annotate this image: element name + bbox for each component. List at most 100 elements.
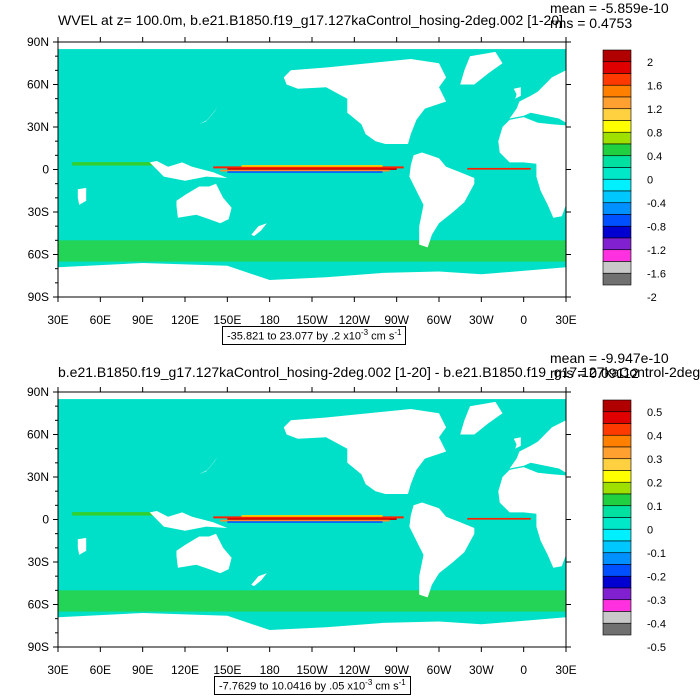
x-tick-label: 90W [384,313,409,327]
upwelling-band [213,516,404,519]
colorbar-box [602,108,632,121]
colorbar-label: 2 [647,57,653,69]
range-units-exponent: -1 [398,678,406,687]
x-tick-label: 150W [296,663,328,677]
colorbar-box [602,575,632,589]
y-tick-label: 30N [27,120,49,134]
y-tick-label: 60S [28,598,49,612]
x-tick-label: 30W [469,663,494,677]
panel-title: WVEL at z= 100.0m, b.e21.B1850.f19_g17.1… [58,12,564,28]
new-zealand-land [251,223,267,237]
colorbar-box [602,143,632,157]
colorbar-label: 0.2 [647,477,662,489]
australia-land [176,533,232,574]
colorbar-box [602,202,632,215]
y-tick-label: 30N [27,470,49,484]
colorbar-box [602,552,632,565]
madagascar-land [77,537,87,555]
southern-ocean-band [58,240,566,262]
x-tick-label: 60E [90,313,111,327]
range-units: cm s [372,680,399,693]
colorbar-box [602,470,632,483]
range-units: cm s [368,330,395,343]
range-exponent: -3 [360,328,369,337]
arctic-no-data [58,392,566,400]
greenland-land [460,401,503,435]
x-tick-label: 90E [132,313,153,327]
contour-range-label: -7.7629 to 10.0416 by .05 x10-3 cm s-1 [214,676,411,695]
colorbar-label: -0.3 [647,595,666,607]
colorbar-box [602,131,632,145]
rms-stat: rms = 0.09112 [550,365,639,381]
x-tick-label: 180 [260,663,280,677]
x-tick-label: 60E [90,663,111,677]
colorbar-box [602,120,632,133]
x-tick-label: 90W [384,663,409,677]
colorbar-box [602,167,632,180]
colorbar-box [602,225,632,239]
uk-land [513,87,521,99]
colorbar-label: 0 [647,524,653,536]
colorbar-box [602,611,632,624]
x-tick-label: 30E [555,313,576,327]
colorbar-box [602,249,632,262]
colorbar-box [602,84,632,98]
upwelling-band [227,517,397,520]
colorbar-box [602,411,632,424]
colorbar-box [602,96,632,110]
colorbar-box [602,517,632,530]
stats-block: mean = -5.859e-10 rms = 0.4753 [550,1,669,31]
arctic-no-data [58,42,566,50]
upwelling-band [72,162,157,166]
upwelling-band [227,521,383,523]
colorbar-label: 0.3 [647,454,662,466]
upwelling-band [241,515,383,517]
colorbar-label: 0.8 [647,127,662,139]
x-tick-label: 150E [213,663,241,677]
x-tick-label: 30E [47,663,68,677]
x-tick-label: 120E [171,663,199,677]
colorbar-box [602,458,632,471]
range-text: -35.821 to 23.077 by .2 x10 [227,330,361,343]
colorbar-box [602,261,632,274]
colorbar-box [602,399,632,413]
colorbar-box [602,481,632,495]
colorbar-box [602,423,632,436]
south-america-land [409,502,475,598]
map-plot: 90N 60N 30N 0 30S 60S 90S 30E 60E 90E 120E 150E 180 1… [26,35,666,327]
x-tick-label: 150E [213,313,241,327]
y-tick-label: 90N [27,35,49,49]
colorbar-box [602,214,632,227]
australia-land [176,183,232,224]
x-tick-label: 150W [296,313,328,327]
colorbar-box [602,73,632,86]
upwelling-band [220,519,390,522]
x-tick-label: 30E [47,313,68,327]
x-tick-label: 60W [427,663,452,677]
colorbar-label: 0 [647,174,653,186]
upwelling-band [72,512,157,516]
y-tick-label: 30S [28,205,49,219]
colorbar-box [602,505,632,518]
colorbar-box [602,564,632,577]
colorbar-label: 0.4 [647,430,662,442]
map-plot: 90N 60N 30N 0 30S 60S 90S 30E 60E 90E 120E 150E 180 1… [27,385,700,677]
colorbar-label: -1.6 [647,268,666,280]
antarctica-land [58,263,566,297]
colorbar-box [602,178,632,192]
antarctica-land [58,613,566,647]
colorbar-label: -0.5 [647,642,666,654]
greenland-land [460,51,503,85]
colorbar-box [602,190,632,204]
x-tick-label: 180 [260,313,280,327]
colorbar-label: -0.4 [647,198,666,210]
africa-land [498,117,596,218]
range-exponent: -3 [365,678,373,687]
colorbar-box [602,61,632,74]
colorbar-label: -0.2 [647,571,666,583]
new-zealand-land [251,573,267,587]
uk-land [513,437,521,449]
colorbar-box [602,528,632,542]
colorbar-label: -0.1 [647,548,666,560]
x-tick-label: 120W [339,313,371,327]
